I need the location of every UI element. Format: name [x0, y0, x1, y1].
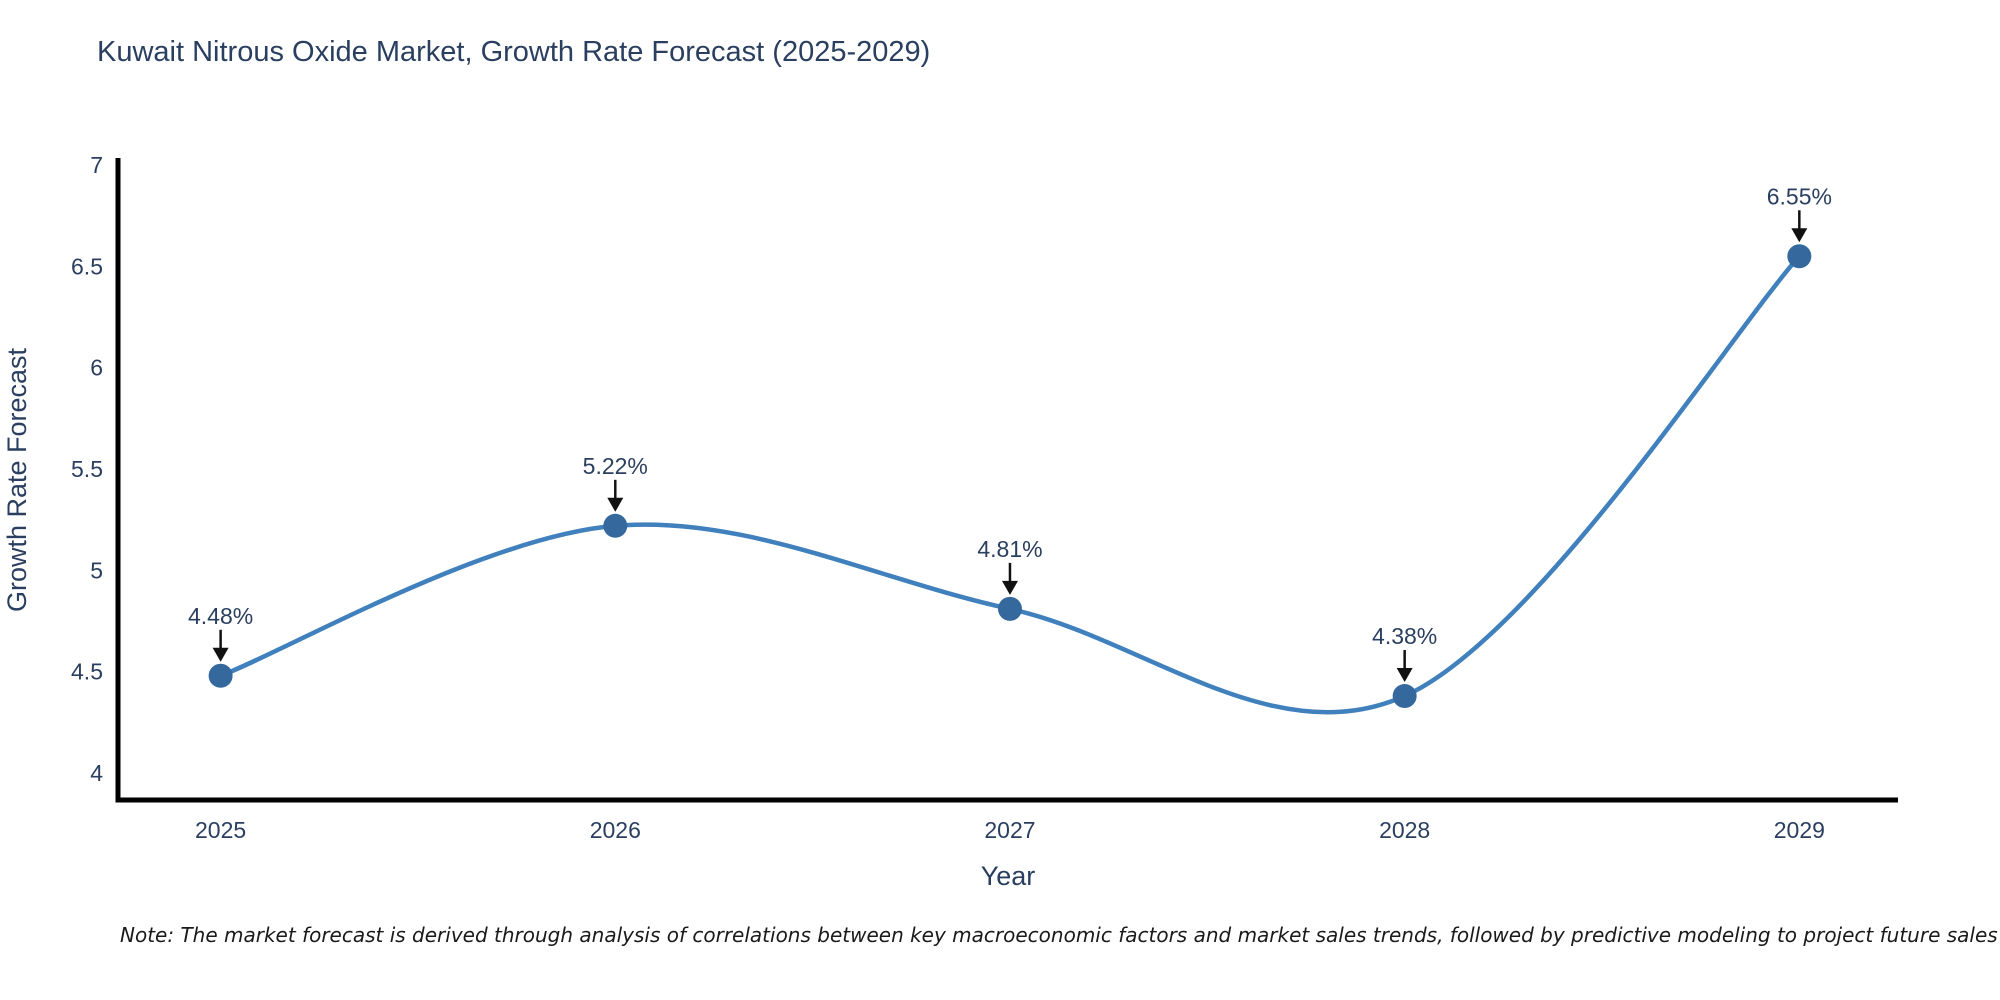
- y-axis-title: Growth Rate Forecast: [2, 347, 32, 612]
- x-tick-label: 2026: [590, 817, 641, 843]
- y-tick-label: 4: [90, 760, 103, 786]
- annotation-label: 4.48%: [188, 603, 253, 629]
- y-tick-label: 6.5: [71, 253, 103, 279]
- y-tick-label: 4.5: [71, 659, 103, 685]
- trend-line: [218, 254, 1802, 715]
- x-tick-label: 2025: [195, 817, 246, 843]
- annotation-label: 6.55%: [1767, 183, 1832, 209]
- x-tick-label: 2027: [984, 817, 1035, 843]
- y-tick-label: 5: [90, 557, 103, 583]
- y-tick-label: 5.5: [71, 456, 103, 482]
- footnote: Note: The market forecast is derived thr…: [120, 923, 1998, 947]
- data-point-marker: [997, 596, 1022, 621]
- annotation-arrowhead: [1396, 668, 1413, 683]
- data-point-marker: [1787, 244, 1812, 269]
- data-point-marker: [208, 663, 233, 688]
- annotation-arrowhead: [607, 497, 624, 512]
- data-point-marker: [603, 513, 628, 538]
- y-tick-label: 6: [90, 355, 103, 381]
- annotation-arrowhead: [212, 647, 229, 662]
- x-tick-label: 2029: [1774, 817, 1825, 843]
- x-tick-label: 2028: [1379, 817, 1430, 843]
- annotation-label: 4.81%: [977, 536, 1042, 562]
- annotation-arrowhead: [1001, 580, 1018, 595]
- chart-title: Kuwait Nitrous Oxide Market, Growth Rate…: [97, 36, 931, 68]
- annotation-label: 5.22%: [583, 453, 648, 479]
- y-tick-label: 7: [90, 152, 103, 178]
- annotation-label: 4.38%: [1372, 623, 1437, 649]
- data-point-marker: [1392, 684, 1417, 709]
- x-axis-title: Year: [981, 861, 1036, 891]
- annotation-arrowhead: [1791, 228, 1808, 243]
